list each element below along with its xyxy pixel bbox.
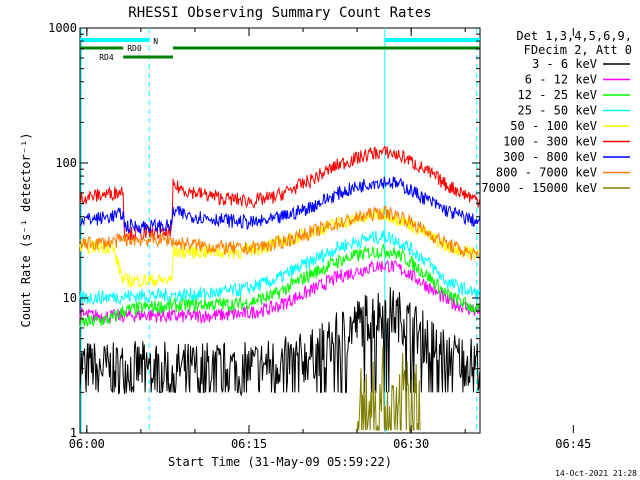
y-tick-label: 1 [70,426,77,440]
flag-label-n: N [153,37,158,46]
plot-frame [79,27,481,434]
legend-entry-label: 7000 - 15000 keV [481,181,597,195]
legend-entry-label: 50 - 100 keV [510,119,597,133]
series-line [79,145,481,242]
series-line [79,230,481,306]
flag-label-rd0: RD0 [127,44,142,53]
series-group [79,204,480,261]
series-group [79,287,481,397]
series-group [79,230,481,306]
legend-entry-label: 12 - 25 keV [518,88,597,102]
x-tick-label: 06:45 [555,437,591,451]
data-layer [79,145,481,433]
series-line [355,346,421,433]
x-axis-label: Start Time (31-May-09 05:59:22) [168,455,392,469]
legend-entry-label: 800 - 7000 keV [496,166,597,180]
series-line [79,287,481,397]
flag-label-rd4: RD4 [99,53,114,62]
series-group [79,243,480,328]
footer-timestamp: 14-Oct-2021 21:28 [555,469,637,478]
x-tick-label: 06:15 [231,437,267,451]
series-group [355,346,421,433]
legend-header: FDecim 2, Att 0 [524,43,632,57]
y-axis-label: Count Rate (s⁻¹ detector⁻¹) [19,132,33,327]
legend-entry-label: 3 - 6 keV [532,57,597,71]
series-line [79,176,481,234]
legend-entry-label: 6 - 12 keV [525,73,597,87]
y-axis: 1 10 100 1000 [48,21,480,440]
y-tick-label: 100 [55,156,77,170]
chart-title: RHESSI Observing Summary Count Rates [128,5,431,21]
x-tick-label: 06:00 [69,437,105,451]
legend: Det 1,3,4,5,6,9,FDecim 2, Att 03 - 6 keV… [481,29,632,195]
x-tick-label: 06:30 [393,437,429,451]
series-group [79,176,481,234]
series-line [79,204,480,261]
y-tick-label: 10 [63,291,77,305]
series-line [79,208,481,288]
y-tick-label: 1000 [48,21,77,35]
series-line [79,243,480,328]
legend-entry-label: 100 - 300 keV [503,135,597,149]
legend-entry-label: 25 - 50 keV [518,104,597,118]
series-group [79,208,481,288]
legend-entry-label: 300 - 800 keV [503,150,597,164]
legend-header: Det 1,3,4,5,6,9, [516,29,632,43]
series-group [79,145,481,242]
